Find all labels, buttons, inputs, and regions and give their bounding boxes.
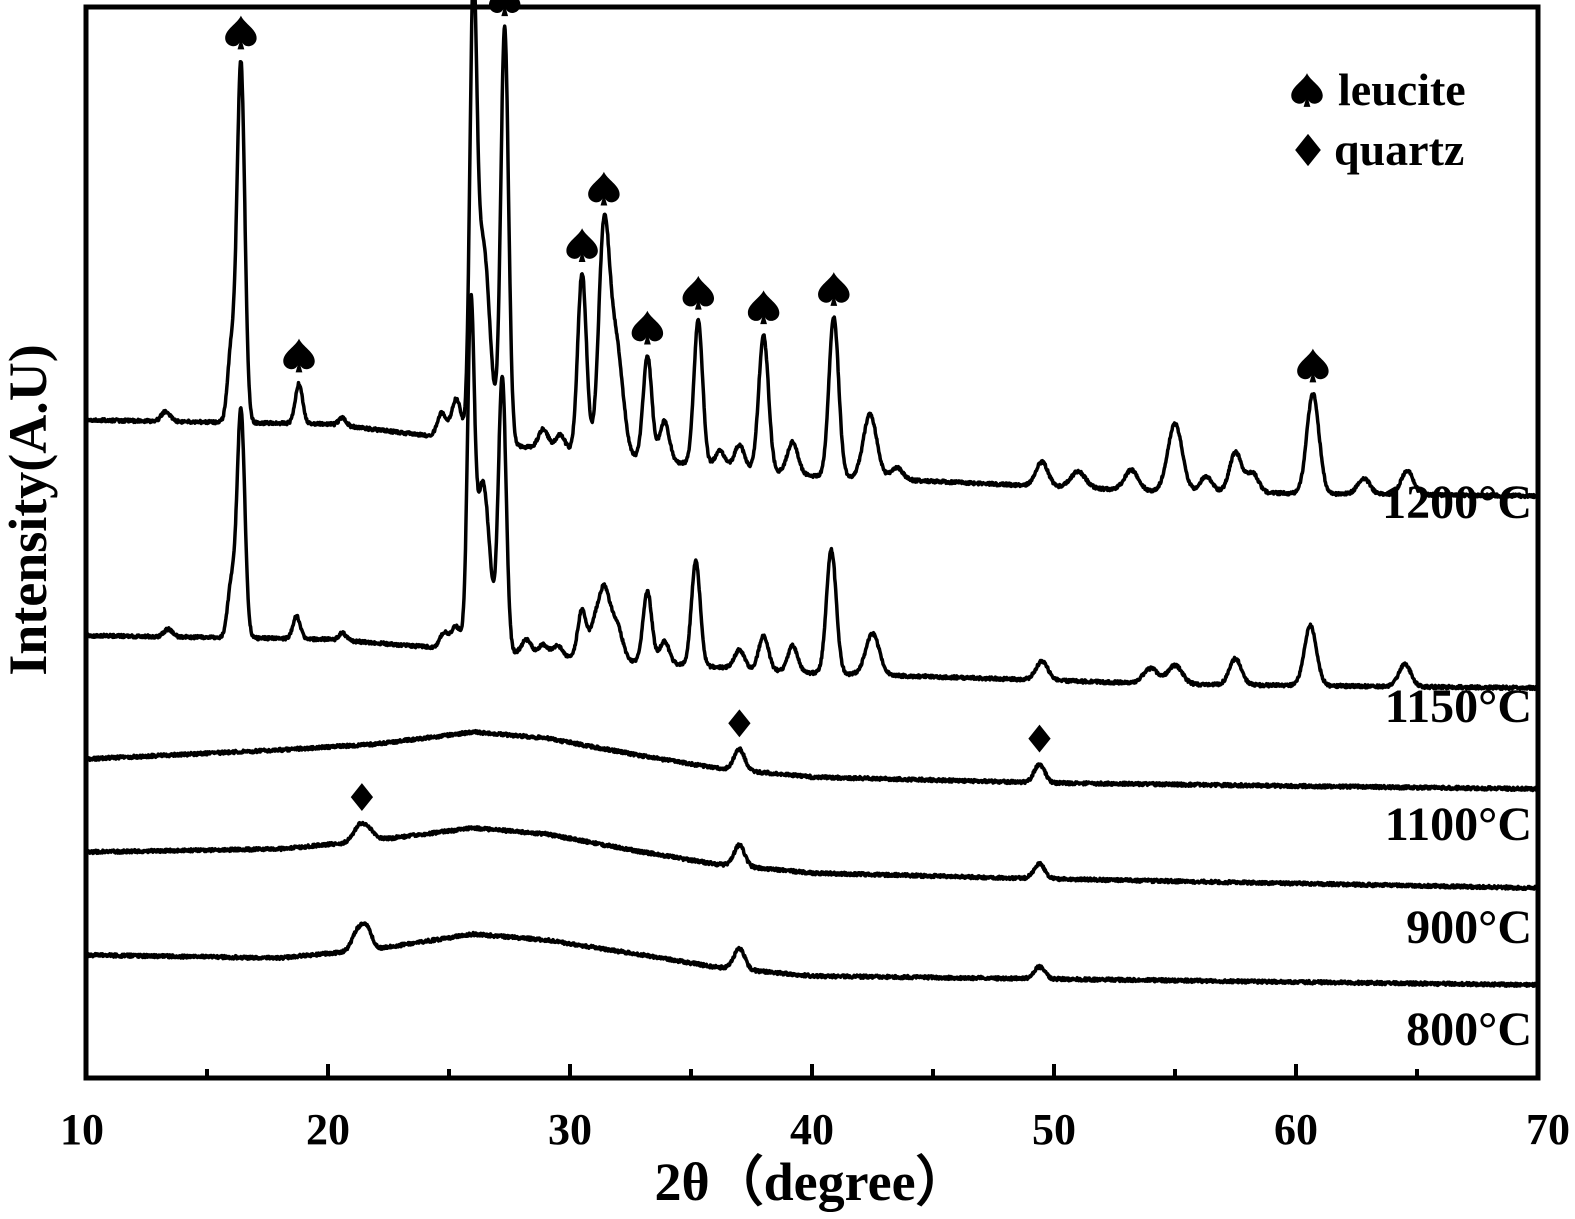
leucite-peak-spade-icon [747, 290, 780, 325]
x-tick-label: 20 [306, 1105, 350, 1154]
series-line-1100c [84, 728, 1540, 793]
leucite-peak-spade-icon [588, 171, 620, 206]
quartz-peak-diamond-icon [1028, 724, 1051, 753]
leucite-peak-spade-icon [631, 310, 664, 345]
series-line-1150c [84, 292, 1540, 692]
marker-layer [225, 0, 1329, 812]
curve-label-1200c: 1200°C [1382, 476, 1532, 529]
leucite-peak-spade-icon [818, 272, 850, 306]
x-axis-label: 2θ（degree） [654, 1152, 969, 1212]
leucite-peak-spade-icon [225, 15, 257, 50]
x-tick-label: 40 [790, 1105, 834, 1154]
quartz-peak-diamond-icon [728, 709, 751, 738]
curve-label-1100c: 1100°C [1385, 798, 1532, 851]
x-tick-label: 70 [1526, 1105, 1570, 1154]
x-tick-label: 10 [60, 1105, 104, 1154]
tick-layer: 10 20 30 40 50 60 70 [60, 1064, 1570, 1154]
x-tick-label: 30 [548, 1105, 592, 1154]
series-layer [84, 0, 1540, 988]
x-tick-label: 50 [1032, 1105, 1076, 1154]
legend-leucite-label: leucite [1338, 64, 1466, 115]
legend-diamond-icon [1295, 133, 1321, 167]
leucite-peak-spade-icon [682, 275, 715, 310]
legend-spade-icon [1291, 73, 1323, 107]
legend-quartz-label: quartz [1334, 124, 1464, 175]
leucite-peak-spade-icon [488, 0, 521, 17]
series-line-1200c [84, 0, 1540, 500]
leucite-peak-spade-icon [1297, 348, 1329, 383]
x-tick-label: 60 [1274, 1105, 1318, 1154]
curve-label-layer: 1200°C 1150°C 1100°C 900°C 800°C [1382, 476, 1532, 1056]
y-axis-label: Intensity(A.U) [0, 344, 58, 676]
curve-label-900c: 900°C [1406, 901, 1532, 954]
plot-frame [83, 4, 1541, 1081]
legend: leucite quartz [1291, 64, 1466, 175]
series-line-800c [84, 921, 1540, 988]
curve-label-800c: 800°C [1406, 1003, 1532, 1056]
leucite-peak-spade-icon [283, 338, 315, 373]
curve-label-1150c: 1150°C [1385, 680, 1532, 733]
quartz-peak-diamond-icon [350, 783, 374, 812]
series-line-900c [84, 820, 1540, 892]
leucite-peak-spade-icon [566, 228, 598, 262]
